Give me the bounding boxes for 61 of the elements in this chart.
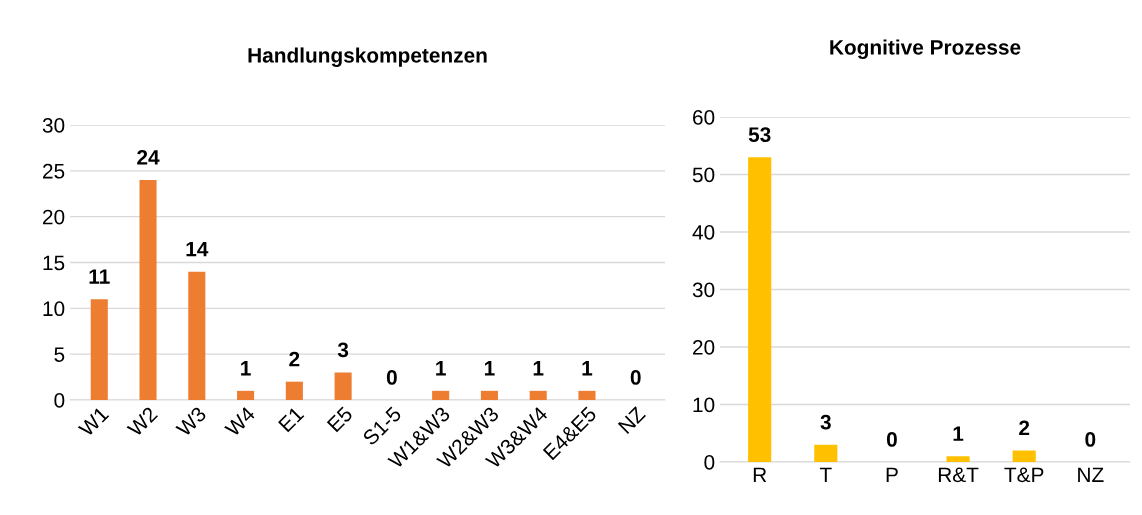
x-tick-label: W2 (126, 405, 158, 438)
x-tick-label: W4 (224, 405, 256, 438)
data-label: 1 (241, 361, 251, 376)
data-label: 0 (886, 432, 897, 447)
x-tick-label: E5 (326, 406, 354, 433)
y-tick-label: 20 (693, 340, 715, 355)
x-tick-label: E1 (278, 406, 305, 433)
y-tick-label: 15 (43, 255, 65, 271)
y-tick-label: 25 (43, 163, 65, 179)
chart-title: Kognitive Prozesse (830, 39, 1021, 59)
x-tick-label: NZ (617, 405, 646, 434)
bar (480, 390, 498, 400)
x-tick-label: NZ (1078, 467, 1104, 482)
y-tick-label: 30 (42, 118, 65, 133)
data-label: 1 (953, 426, 964, 441)
data-label: 24 (137, 150, 160, 165)
x-tick-label: W1 (77, 406, 110, 438)
bar (748, 157, 772, 462)
y-tick-label: 20 (43, 209, 65, 225)
data-label: 2 (289, 351, 300, 367)
x-tick-label: T (819, 467, 832, 482)
data-label: 0 (630, 370, 641, 385)
data-label: 53 (748, 127, 771, 143)
y-tick-label: 30 (692, 282, 715, 298)
bar (1012, 450, 1036, 462)
y-tick-label: 40 (692, 225, 715, 240)
data-label: 2 (1019, 420, 1030, 436)
chart-title: Handlungskompetenzen (248, 47, 487, 67)
bar (188, 271, 206, 400)
bar (90, 299, 108, 400)
bar (432, 390, 450, 400)
bar (946, 456, 970, 462)
bar (139, 180, 157, 400)
bar (578, 390, 596, 400)
x-tick-label: T&P (1004, 467, 1044, 483)
data-label: 1 (533, 361, 544, 376)
bar (814, 444, 838, 462)
y-tick-label: 60 (693, 110, 715, 125)
y-tick-label: 10 (693, 397, 715, 413)
x-tick-label: R&T (938, 467, 979, 483)
bar (334, 372, 352, 400)
bar (529, 390, 547, 400)
data-label: 0 (386, 370, 397, 385)
data-label: 3 (820, 414, 831, 430)
y-tick-label: 10 (43, 301, 65, 317)
x-tick-label: P (886, 467, 898, 482)
bar (285, 381, 303, 400)
y-tick-label: 50 (692, 167, 715, 183)
y-tick-label: 0 (704, 455, 715, 470)
data-label: 11 (89, 269, 110, 284)
bar (237, 390, 255, 400)
data-label: 3 (337, 342, 349, 358)
x-tick-label: W3 (175, 405, 207, 438)
data-label: 1 (484, 361, 495, 376)
y-tick-label: 5 (54, 347, 65, 362)
data-label: 1 (582, 361, 593, 376)
data-label: 0 (1085, 432, 1096, 447)
y-tick-label: 0 (54, 393, 65, 408)
data-label: 14 (186, 241, 209, 257)
data-label: 1 (436, 361, 446, 376)
x-tick-label: R (753, 467, 767, 482)
